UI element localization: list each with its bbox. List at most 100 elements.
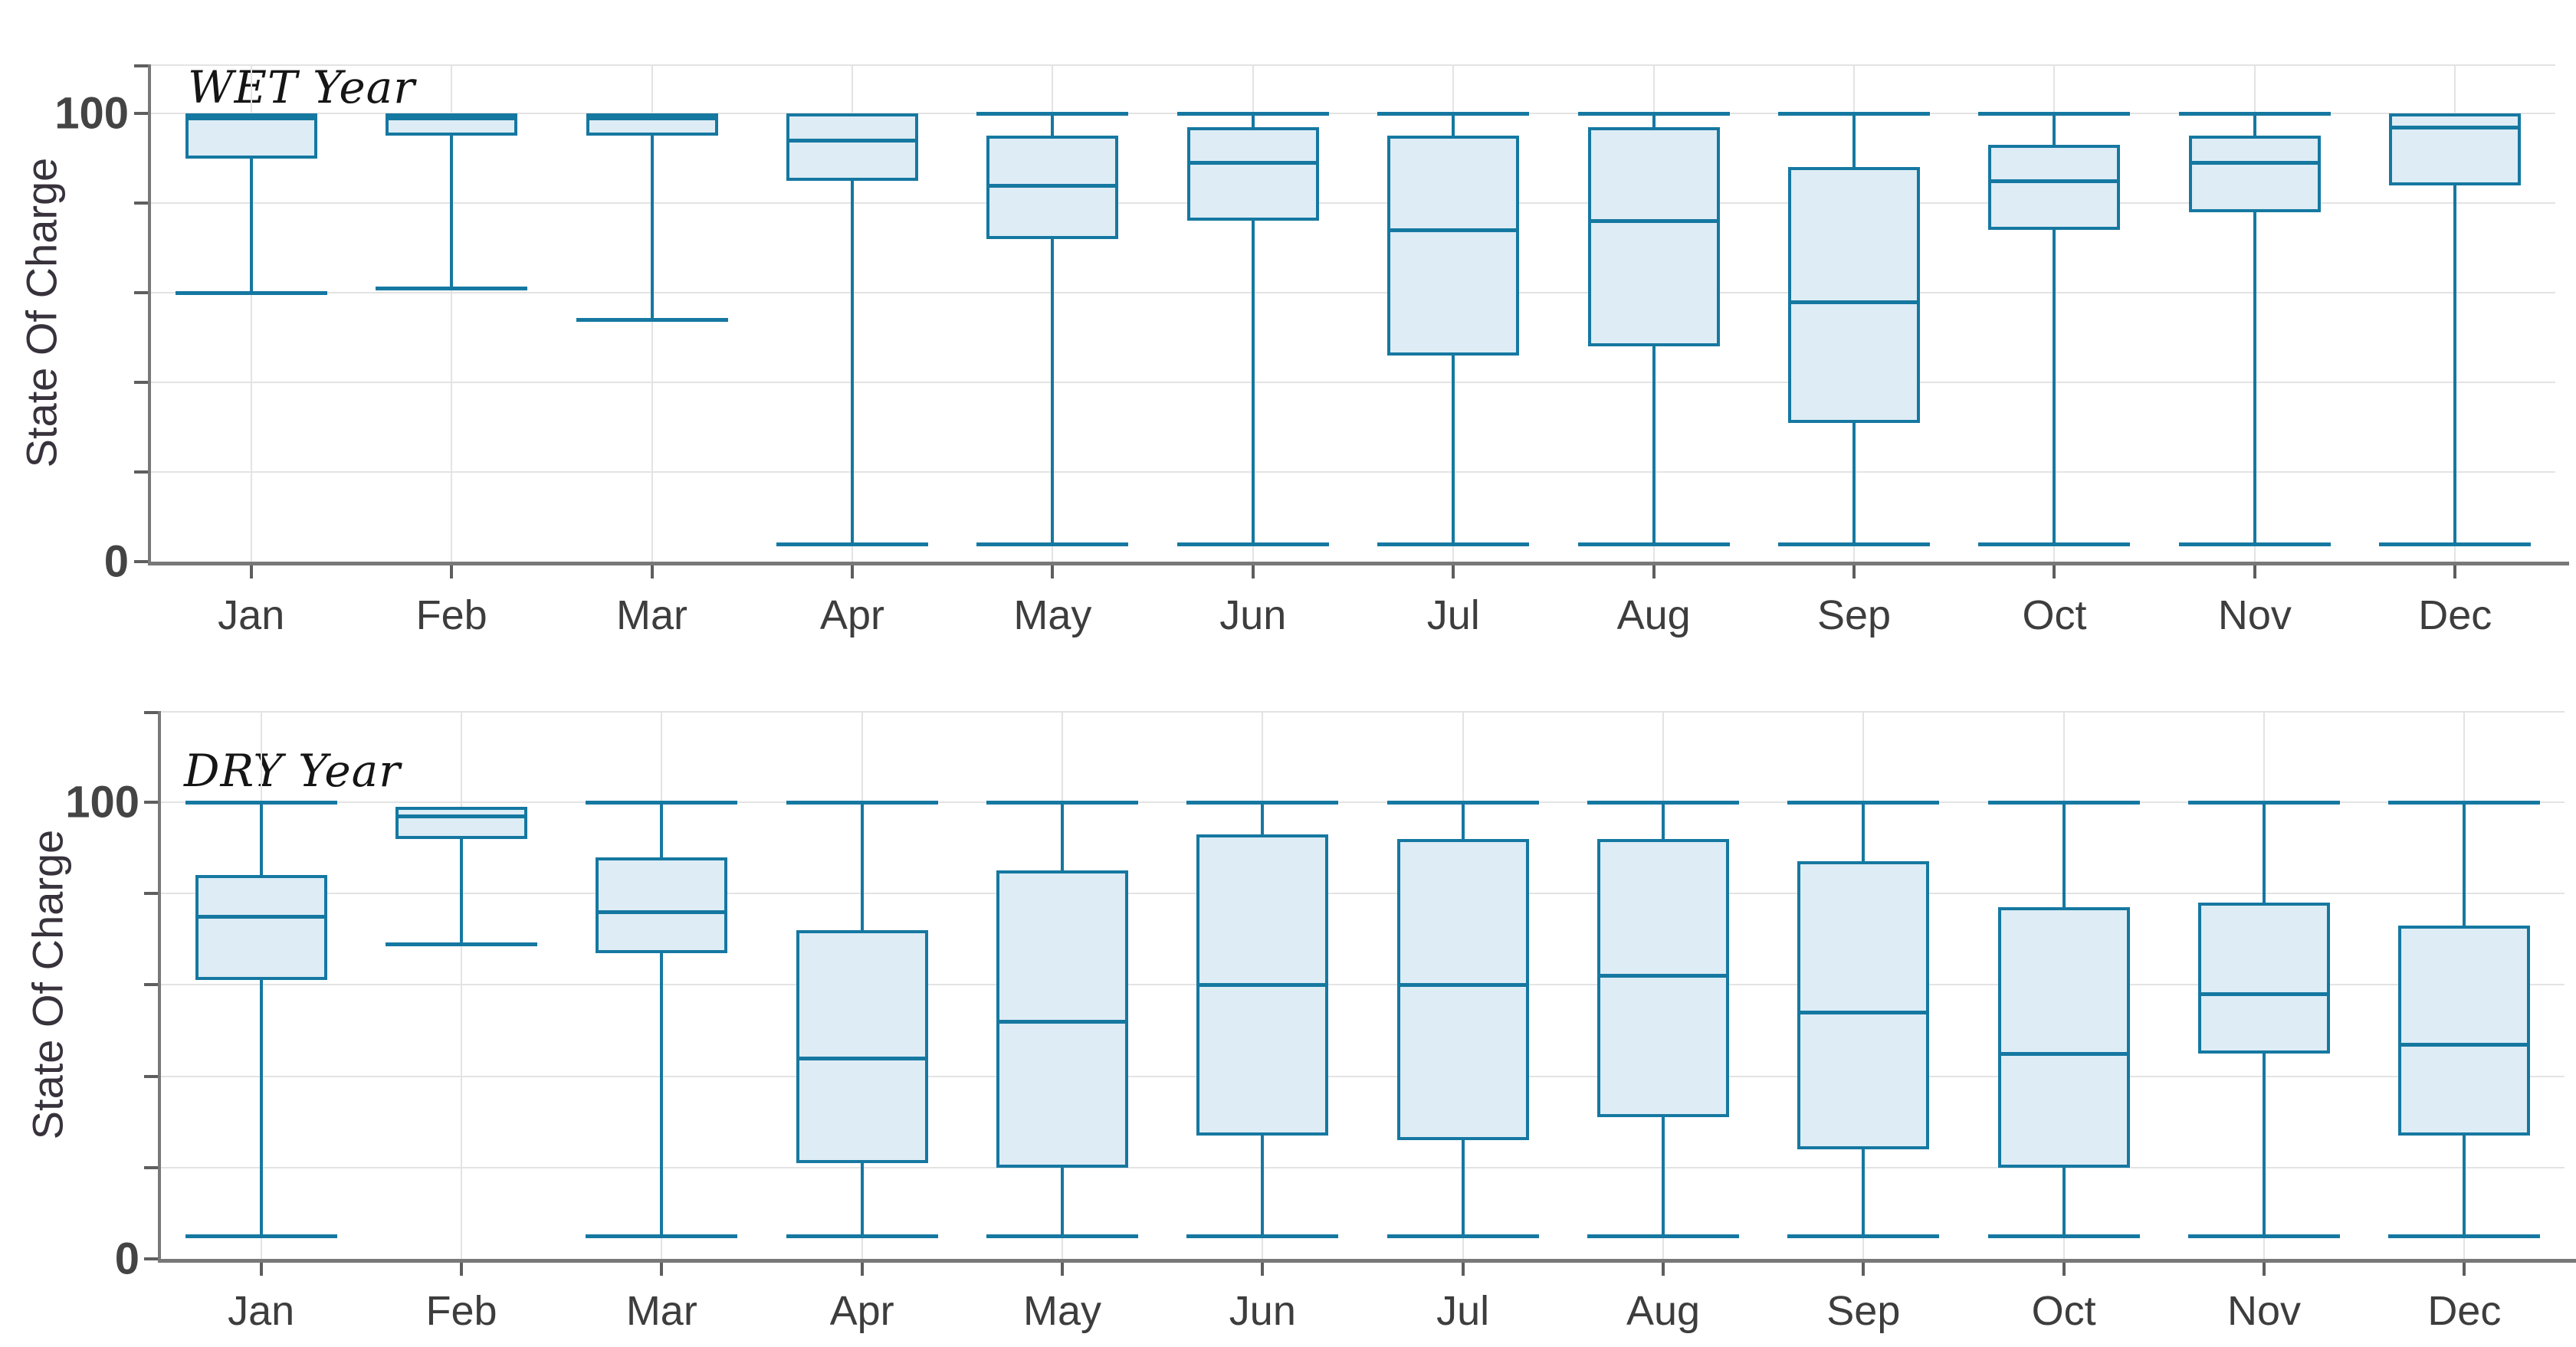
lower-whisker-cap [185, 1234, 337, 1239]
upper-whisker-cap [2188, 801, 2340, 805]
lower-whisker [1452, 355, 1455, 544]
x-tick-label: Dec [2427, 1288, 2502, 1334]
median-line [386, 116, 518, 120]
lower-whisker-cap [1386, 1234, 1539, 1239]
lower-whisker-cap [576, 318, 728, 323]
upper-whisker [2463, 802, 2466, 926]
box-oct [1997, 907, 2130, 1168]
x-tick [1251, 563, 1255, 578]
box-apr [796, 929, 928, 1163]
y-tick-label: 100 [54, 88, 129, 139]
median-line [2398, 1042, 2531, 1047]
upper-whisker [1452, 113, 1455, 136]
lower-whisker [1261, 1136, 1265, 1237]
median-line [195, 915, 327, 919]
box-apr [786, 113, 918, 181]
chart-title: WET Year [188, 61, 415, 113]
upper-whisker-cap [2178, 112, 2331, 116]
box-jan [185, 113, 317, 159]
x-tick-label: Jun [1229, 1288, 1296, 1334]
h-gridline [161, 1075, 2565, 1077]
upper-whisker-cap [976, 112, 1129, 116]
h-gridline [151, 113, 2555, 114]
median-line [2198, 992, 2330, 997]
lower-whisker-cap [386, 942, 537, 946]
x-axis-line [158, 1259, 2576, 1263]
median-line [185, 116, 317, 120]
lower-whisker-cap [586, 1234, 738, 1239]
x-tick [1862, 1260, 1866, 1276]
x-tick-label: May [1013, 592, 1092, 638]
h-gridline [151, 292, 2555, 293]
lower-whisker [850, 180, 854, 544]
upper-whisker-cap [1386, 801, 1539, 805]
median-line [1186, 161, 1319, 166]
x-tick [249, 563, 253, 578]
upper-whisker [2253, 113, 2256, 136]
median-line [1396, 983, 1529, 988]
lower-whisker [2062, 1167, 2066, 1237]
h-gridline [161, 984, 2565, 986]
y-axis-line [158, 711, 161, 1262]
lower-whisker [259, 980, 263, 1237]
lower-whisker [2453, 185, 2457, 544]
upper-whisker-cap [185, 801, 337, 805]
median-line [796, 1056, 928, 1060]
box-jan [195, 875, 327, 981]
lower-whisker [1652, 346, 1656, 544]
median-line [1587, 219, 1720, 224]
lower-whisker [1862, 1149, 1866, 1237]
x-tick-label: Dec [2418, 592, 2492, 638]
y-tick-label: 100 [65, 777, 139, 828]
x-tick [850, 563, 854, 578]
median-line [1988, 179, 2121, 183]
lower-whisker-cap [1787, 1234, 1940, 1239]
x-tick-label: Mar [625, 1288, 697, 1334]
lower-whisker [1251, 221, 1255, 544]
x-tick-label: Feb [415, 592, 487, 638]
x-tick [2062, 1260, 2066, 1276]
v-gridline [250, 64, 252, 562]
x-tick-label: Jul [1426, 592, 1480, 638]
lower-whisker [2463, 1136, 2466, 1237]
lower-whisker [650, 136, 654, 320]
median-line [1788, 300, 1921, 304]
lower-whisker-cap [2188, 1234, 2340, 1239]
lower-whisker [2263, 1053, 2266, 1237]
x-tick [2253, 563, 2256, 578]
y-tick [134, 560, 151, 563]
y-tick [134, 112, 151, 115]
y-axis-line [148, 64, 151, 565]
v-gridline [461, 711, 462, 1259]
lower-whisker-cap [376, 287, 528, 291]
v-gridline [451, 64, 453, 562]
upper-whisker [2062, 802, 2066, 908]
x-tick-label: Aug [1626, 1288, 1701, 1334]
y-tick [134, 470, 151, 474]
median-line [1597, 974, 1729, 978]
x-tick [660, 1260, 664, 1276]
x-tick [2463, 1260, 2466, 1276]
lower-whisker-cap [2178, 542, 2331, 546]
upper-whisker-cap [1577, 112, 1730, 116]
x-tick [1452, 563, 1455, 578]
lower-whisker-cap [1377, 542, 1530, 546]
chart-title: DRY Year [184, 745, 401, 797]
lower-whisker-cap [2379, 542, 2532, 546]
upper-whisker [1051, 113, 1055, 136]
lower-whisker-cap [1587, 1234, 1739, 1239]
x-tick-label: Oct [2022, 592, 2087, 638]
upper-whisker [1061, 802, 1064, 871]
h-gridline [161, 1166, 2565, 1168]
median-line [596, 910, 728, 915]
x-tick [450, 563, 454, 578]
box-aug [1587, 126, 1720, 347]
y-tick [144, 1074, 161, 1078]
lower-whisker-cap [1186, 1234, 1339, 1239]
upper-whisker [860, 802, 864, 930]
lower-whisker-cap [1987, 1234, 2140, 1239]
lower-whisker-cap [175, 291, 327, 295]
y-tick [144, 801, 161, 804]
x-tick [1662, 1260, 1665, 1276]
